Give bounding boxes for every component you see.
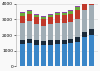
Bar bbox=[34, 17, 39, 24]
Bar bbox=[82, 37, 87, 66]
Bar bbox=[41, 19, 46, 26]
Bar bbox=[55, 44, 60, 66]
Bar bbox=[68, 10, 73, 11]
Bar bbox=[20, 40, 25, 44]
Bar bbox=[48, 40, 53, 45]
Bar bbox=[41, 41, 46, 45]
Bar bbox=[75, 7, 80, 11]
Bar bbox=[62, 13, 66, 15]
Bar bbox=[48, 24, 53, 40]
Bar bbox=[55, 13, 60, 15]
Bar bbox=[27, 10, 32, 11]
Bar bbox=[89, 5, 94, 29]
Bar bbox=[48, 17, 53, 24]
Bar bbox=[75, 42, 80, 66]
Bar bbox=[68, 14, 73, 22]
Bar bbox=[55, 40, 60, 44]
Bar bbox=[20, 44, 25, 66]
Bar bbox=[34, 15, 39, 17]
Bar bbox=[62, 15, 66, 23]
Bar bbox=[20, 16, 25, 23]
Bar bbox=[41, 16, 46, 17]
Bar bbox=[62, 40, 66, 44]
Bar bbox=[41, 45, 46, 66]
Bar bbox=[75, 37, 80, 42]
Bar bbox=[27, 14, 32, 22]
Bar bbox=[82, 10, 87, 32]
Bar bbox=[34, 40, 39, 45]
Bar bbox=[41, 17, 46, 19]
Bar bbox=[75, 11, 80, 19]
Bar bbox=[75, 6, 80, 7]
Bar bbox=[27, 11, 32, 14]
Bar bbox=[89, 35, 94, 66]
Bar bbox=[62, 23, 66, 40]
Bar bbox=[48, 45, 53, 66]
Bar bbox=[62, 12, 66, 13]
Bar bbox=[75, 19, 80, 37]
Bar bbox=[34, 45, 39, 66]
Bar bbox=[55, 12, 60, 13]
Bar bbox=[34, 24, 39, 40]
Bar bbox=[68, 43, 73, 66]
Bar bbox=[89, 0, 94, 5]
Bar bbox=[20, 12, 25, 13]
Bar bbox=[68, 11, 73, 14]
Bar bbox=[55, 23, 60, 40]
Bar bbox=[48, 14, 53, 15]
Bar bbox=[20, 23, 25, 40]
Bar bbox=[82, 32, 87, 37]
Bar bbox=[34, 14, 39, 15]
Bar bbox=[20, 13, 25, 16]
Bar bbox=[68, 39, 73, 43]
Bar bbox=[82, 0, 87, 10]
Bar bbox=[68, 22, 73, 39]
Bar bbox=[27, 39, 32, 43]
Bar bbox=[41, 26, 46, 41]
Bar bbox=[27, 22, 32, 39]
Bar bbox=[89, 29, 94, 35]
Bar bbox=[62, 44, 66, 66]
Bar bbox=[48, 15, 53, 17]
Bar bbox=[27, 43, 32, 66]
Bar bbox=[55, 15, 60, 23]
